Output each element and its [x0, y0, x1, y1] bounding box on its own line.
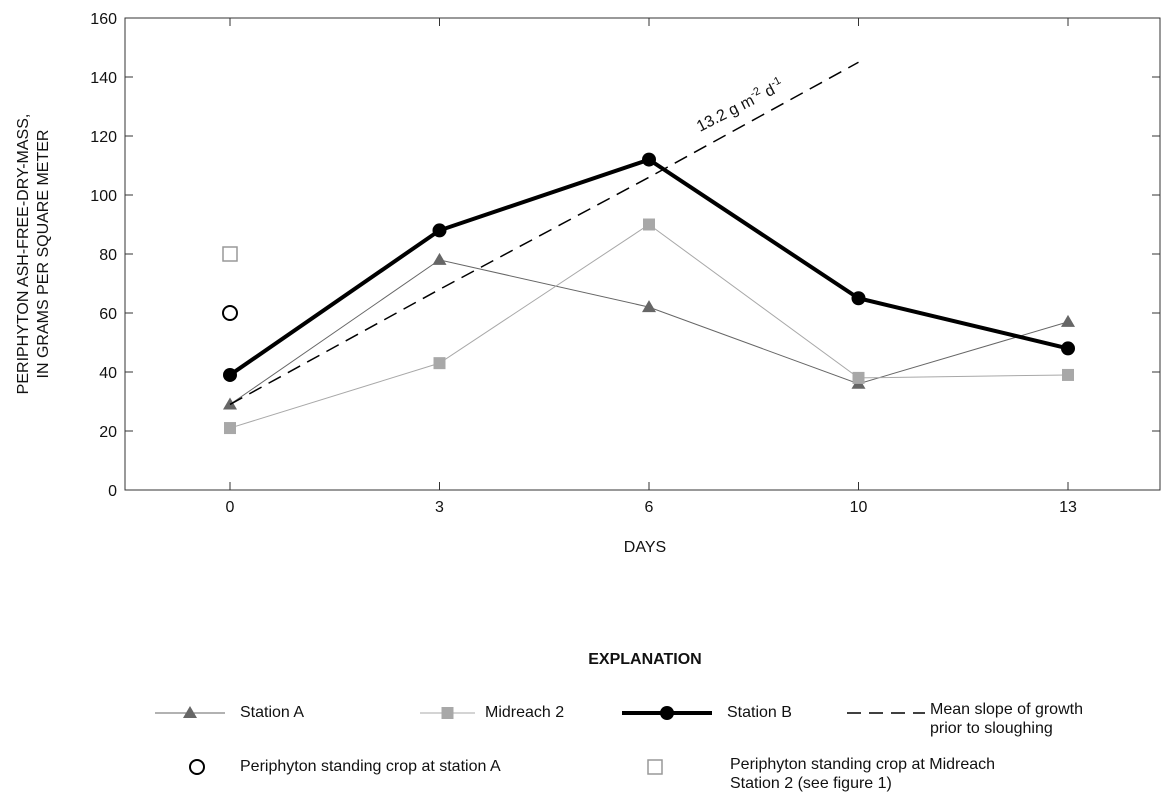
annotation: 13.2 g m-2 d-1 — [693, 75, 787, 136]
x-tick-label: 3 — [435, 499, 444, 516]
x-tick-label: 10 — [850, 499, 868, 516]
legend-marker — [660, 706, 674, 720]
marker — [432, 223, 447, 238]
series-line — [229, 259, 1069, 405]
marker — [1061, 341, 1075, 356]
y-tick-label: 40 — [99, 365, 117, 382]
marker — [642, 152, 656, 167]
legend-label: Periphyton standing crop at Midreach Sta… — [730, 756, 996, 792]
x-tick-label: 0 — [226, 499, 235, 516]
marker — [222, 246, 238, 262]
y-tick-label: 80 — [99, 247, 117, 264]
annotation-part: -2 — [748, 85, 762, 100]
series-line — [228, 157, 1069, 377]
legend-label: Mean slope of growth prior to sloughing — [930, 701, 1083, 737]
y-tick-label: 120 — [90, 129, 117, 146]
x-axis-label: DAYS — [624, 539, 666, 556]
y-tick-label: 20 — [99, 424, 117, 441]
marker — [1062, 368, 1074, 381]
marker — [223, 367, 237, 382]
y-axis-label: PERIPHYTON ASH-FREE-DRY-MASS, — [15, 114, 32, 395]
y-tick-label: 0 — [108, 483, 117, 500]
annotation-part: 13.2 g m — [694, 92, 757, 135]
plot-frame — [124, 17, 1161, 491]
legend-label: Station B — [727, 704, 792, 721]
marker — [432, 252, 447, 265]
y-tick-label: 160 — [90, 11, 117, 28]
legend-marker — [189, 759, 205, 775]
legend-marker — [647, 759, 663, 775]
marker — [224, 422, 236, 435]
y-tick-label: 100 — [90, 188, 117, 205]
marker — [222, 305, 238, 321]
legend-marker — [183, 706, 197, 718]
marker — [643, 218, 655, 231]
y-tick-label: 140 — [90, 70, 117, 87]
marker — [1061, 314, 1075, 327]
series-line — [229, 223, 1069, 429]
marker — [642, 300, 656, 313]
trend-line — [229, 61, 859, 406]
legend-title: EXPLANATION — [588, 651, 701, 668]
marker — [851, 291, 866, 306]
y-tick-label: 60 — [99, 306, 117, 323]
y-axis-label: IN GRAMS PER SQUARE METER — [35, 130, 52, 379]
x-tick-label: 6 — [645, 499, 654, 516]
legend-marker — [441, 707, 454, 719]
annotation-part: -1 — [769, 75, 783, 90]
marker — [852, 371, 865, 384]
marker — [433, 357, 446, 370]
legend-label: Midreach 2 — [485, 704, 565, 721]
legend-label: Station A — [240, 704, 305, 721]
x-tick-label: 13 — [1059, 499, 1077, 516]
marker — [223, 397, 237, 410]
legend-label: Periphyton standing crop at station A — [240, 758, 501, 775]
